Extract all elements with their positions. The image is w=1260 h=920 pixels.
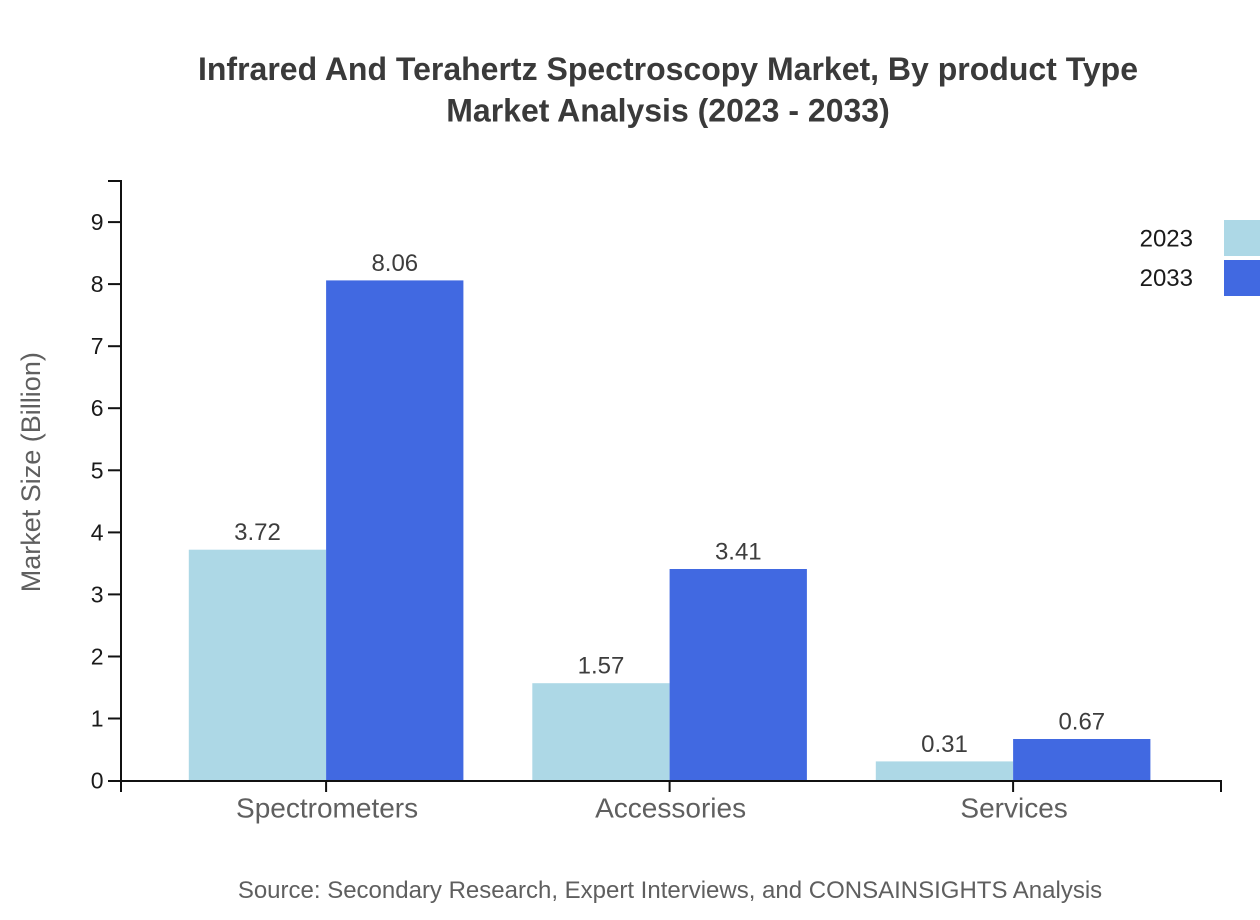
svg-text:3: 3 xyxy=(91,581,104,607)
svg-text:Source: Secondary Research, Ex: Source: Secondary Research, Expert Inter… xyxy=(238,877,1102,904)
svg-text:3.41: 3.41 xyxy=(715,539,762,566)
svg-text:Accessories: Accessories xyxy=(595,792,746,823)
svg-text:Market Analysis (2023 - 2033): Market Analysis (2023 - 2033) xyxy=(446,92,890,128)
svg-text:Infrared And Terahertz Spectro: Infrared And Terahertz Spectroscopy Mark… xyxy=(198,51,1138,87)
svg-text:4: 4 xyxy=(91,519,104,545)
svg-text:2023: 2023 xyxy=(1140,226,1193,253)
svg-text:8.06: 8.06 xyxy=(371,250,418,277)
svg-text:8: 8 xyxy=(91,271,104,297)
svg-text:1.57: 1.57 xyxy=(578,653,625,680)
svg-text:2033: 2033 xyxy=(1140,265,1193,292)
svg-text:6: 6 xyxy=(91,395,104,421)
svg-text:9: 9 xyxy=(91,209,104,235)
svg-text:3.72: 3.72 xyxy=(234,519,281,546)
svg-text:0.67: 0.67 xyxy=(1058,709,1105,736)
svg-text:2: 2 xyxy=(91,644,104,670)
svg-text:Market Size (Billion): Market Size (Billion) xyxy=(16,352,46,592)
svg-text:Spectrometers: Spectrometers xyxy=(236,792,418,823)
svg-text:0: 0 xyxy=(91,768,104,794)
svg-text:5: 5 xyxy=(91,457,104,483)
svg-text:7: 7 xyxy=(91,333,104,359)
svg-text:1: 1 xyxy=(91,706,104,732)
svg-text:0.31: 0.31 xyxy=(921,731,968,758)
svg-text:Services: Services xyxy=(960,792,1067,823)
